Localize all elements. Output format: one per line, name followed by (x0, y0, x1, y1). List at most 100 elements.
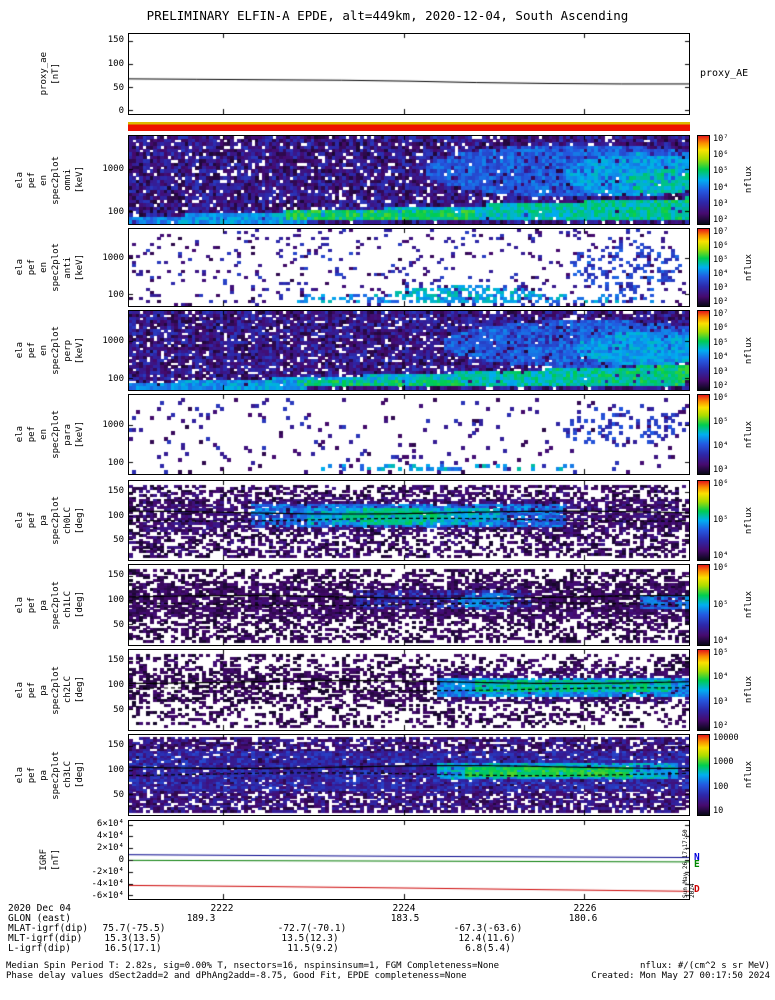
mlt-value-2: 12.4(11.6) (458, 933, 516, 944)
y-tick-label: 50 (113, 704, 124, 715)
y-axis-label-line: ela (14, 259, 25, 276)
time-tick-label-2: 2226 (573, 903, 597, 914)
colorbar-tick-label: 10 (713, 806, 724, 816)
right-label-proxy: proxy_AE (700, 68, 749, 79)
y-axis-label-line: [nT] (50, 849, 61, 871)
plot-canvas-proxy (129, 34, 689, 114)
colorbar-title: nflux (744, 591, 754, 619)
colorbar-title: nflux (744, 253, 754, 281)
y-axis-label-line: ela (14, 766, 25, 784)
y-tick-label: 50 (113, 82, 124, 93)
glon-row-label: GLON (east) (8, 913, 71, 924)
colorbar-tick-label: 10⁴ (713, 672, 729, 683)
y-axis-label-ch1: ela pef pa spec2plot ch1LC [deg] (10, 564, 90, 646)
colorbar-tick-label: 10⁷ (713, 227, 729, 237)
y-axis-label-line: omni (62, 169, 73, 191)
y-axis-label-line: spec2plot (50, 410, 61, 459)
y-tick-label: 100 (107, 595, 124, 606)
colorbar-tick-label: 10⁵ (713, 255, 729, 265)
y-axis-label-line: pef (26, 342, 37, 359)
y-axis-label-anti: ela pef en spec2plot anti [keV] (10, 228, 90, 307)
side-timestamp: Sun May 26 17:17:50 2024 (682, 829, 696, 898)
y-tick-label: 100 (107, 457, 124, 468)
y-tick-label: 100 (107, 58, 124, 69)
y-tick-label: 1000 (102, 164, 124, 175)
y-tick-label: 150 (107, 655, 124, 666)
y-axis-label-igrf: IGRF [nT] (10, 820, 90, 900)
panel-ch2 (128, 649, 690, 731)
colorbar-tick-label: 10⁷ (713, 134, 729, 144)
colorbar-ch0 (697, 480, 710, 561)
y-tick-label: 100 (107, 510, 124, 521)
colorbar-tick-label: 10⁴ (713, 551, 729, 561)
y-axis-label-line: pef (26, 596, 37, 614)
mlt-row-label: MLT-igrf(dip) (8, 933, 83, 944)
y-tick-label: 1000 (102, 253, 124, 264)
plot-canvas-ch2 (129, 650, 689, 730)
colorbar-ch2 (697, 649, 710, 731)
y-tick-label: 150 (107, 740, 124, 751)
colorbar-tick-label: 1000 (713, 757, 734, 768)
footer-spin-period: Median Spin Period T: 2.82s, sig=0.00% T… (6, 961, 500, 971)
series-label-E: E (694, 859, 700, 870)
y-axis-label-line: en (38, 345, 49, 356)
plot-canvas-ch1 (129, 565, 689, 645)
plot-canvas-anti (129, 229, 689, 306)
date-label: 2020 Dec 04 (8, 903, 71, 914)
colorbar-tick-label: 10³ (713, 283, 729, 293)
y-axis-label-line: ela (14, 512, 25, 529)
y-axis-label-line: pa (38, 769, 49, 781)
y-tick-label: 0 (118, 855, 124, 865)
y-tick-label: 50 (113, 534, 124, 545)
y-axis-label-para: ela pef en spec2plot para [keV] (10, 394, 90, 475)
y-axis-label-line: pef (26, 426, 37, 443)
y-axis-label-line: en (38, 174, 49, 186)
panel-anti (128, 228, 690, 307)
colorbar-tick-label: 10⁶ (713, 393, 729, 403)
mlat-value-1: -72.7(-70.1) (277, 923, 347, 934)
glon-row: GLON (east) 189.3 183.5 180.6 (0, 914, 775, 924)
footer-created-timestamp: Created: Mon May 27 00:17:50 2024 (591, 971, 770, 981)
colorbar-tick-label: 10⁴ (713, 182, 729, 193)
y-axis-label-perp: ela pef en spec2plot perp [keV] (10, 310, 90, 391)
colorbar-title: nflux (744, 166, 754, 194)
y-axis-label-line: spec2plot (50, 580, 61, 630)
colorbar-tick-label: 10⁶ (713, 563, 729, 573)
y-tick-label: 100 (107, 290, 124, 301)
mlt-value-0: 15.3(13.5) (104, 933, 162, 944)
colorbar-tick-label: 10000 (713, 733, 739, 743)
y-axis-label-line: pef (26, 766, 37, 784)
quality-flag-bar (128, 122, 690, 131)
y-axis-label-line: pa (38, 515, 49, 526)
y-axis-label-line: anti (62, 256, 73, 279)
y-axis-label-line: ela (14, 171, 25, 189)
panel-ch3 (128, 734, 690, 816)
footer-phase-delay: Phase delay values dSect2add=2 and dPhAn… (6, 971, 467, 981)
y-tick-label: 150 (107, 486, 124, 497)
colorbar-tick-label: 10⁵ (713, 648, 729, 658)
y-axis-label-line: perp (62, 339, 73, 362)
y-axis-label-line: pef (26, 171, 37, 189)
panel-proxy (128, 33, 690, 115)
y-tick-label: 0 (118, 106, 124, 117)
y-axis-label-line: spec2plot (50, 750, 61, 800)
colorbar-tick-label: 10³ (713, 465, 729, 475)
lshell-row: L-igrf(dip) 16.5(17.1) 11.5(9.2) 6.8(5.4… (0, 944, 775, 954)
glon-value-2: 180.6 (568, 913, 598, 924)
colorbar-ch3 (697, 734, 710, 816)
y-axis-label-line: en (38, 262, 49, 273)
time-tick-label-1: 2224 (392, 903, 416, 914)
series-label-D: D (694, 883, 700, 895)
y-axis-label-line: spec2plot (50, 665, 61, 715)
panel-ch0 (128, 480, 690, 561)
time-axis-row: 2020 Dec 04 2222 2224 2226 (0, 904, 775, 914)
colorbar-tick-label: 10³ (713, 198, 729, 209)
colorbar-tick-label: 10⁴ (713, 441, 729, 451)
y-tick-label: 1000 (102, 419, 124, 430)
colorbar-title: nflux (744, 676, 754, 704)
colorbar-tick-label: 10⁴ (713, 269, 729, 279)
y-axis-label-line: para (62, 423, 73, 446)
panel-igrf (128, 820, 690, 900)
colorbar-tick-label: 10⁵ (713, 515, 729, 525)
colorbar-tick-label: 10² (713, 721, 729, 731)
